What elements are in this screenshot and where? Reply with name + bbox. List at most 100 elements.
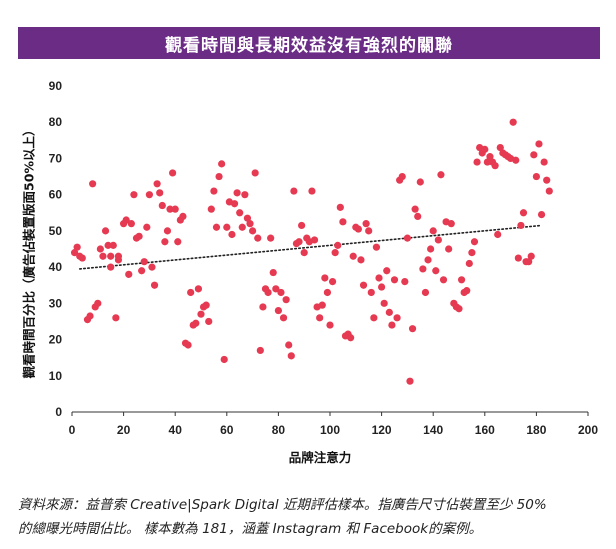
data-point xyxy=(310,236,319,244)
data-point xyxy=(339,218,347,226)
data-point xyxy=(494,230,502,239)
data-point xyxy=(192,319,200,327)
data-point xyxy=(393,314,401,322)
data-point xyxy=(220,355,228,364)
data-point xyxy=(99,252,107,260)
data-point xyxy=(156,189,164,197)
data-point xyxy=(388,321,396,329)
data-point xyxy=(372,243,381,251)
data-point xyxy=(496,143,504,152)
data-point xyxy=(282,296,290,304)
data-point xyxy=(215,172,223,181)
data-point xyxy=(251,169,259,177)
data-point xyxy=(122,216,130,224)
data-point xyxy=(408,325,417,333)
data-point xyxy=(259,303,267,311)
data-point xyxy=(514,254,522,262)
data-point xyxy=(401,278,409,286)
data-point xyxy=(228,230,236,239)
data-point xyxy=(125,270,133,278)
data-point xyxy=(473,158,481,166)
data-point xyxy=(375,274,383,282)
data-point xyxy=(96,245,104,253)
data-point xyxy=(336,203,344,211)
x-tick-label: 20 xyxy=(117,423,131,437)
data-point xyxy=(287,352,295,360)
y-tick-label: 20 xyxy=(49,333,63,347)
data-point xyxy=(403,234,411,242)
x-tick-label: 160 xyxy=(475,423,495,437)
data-point xyxy=(254,234,262,242)
data-point xyxy=(414,212,422,220)
data-point xyxy=(483,158,491,166)
y-tick-label: 40 xyxy=(49,260,63,274)
data-point xyxy=(354,225,362,233)
data-point xyxy=(127,220,135,228)
data-point xyxy=(210,187,218,195)
y-axis-ticks: 0 10 20 30 40 50 60 70 80 90 xyxy=(49,79,63,419)
data-point xyxy=(527,252,535,260)
data-point xyxy=(367,288,375,297)
y-tick-label: 80 xyxy=(49,115,63,129)
data-point xyxy=(316,314,324,322)
data-point xyxy=(398,172,406,181)
data-point xyxy=(486,153,494,161)
data-point xyxy=(447,220,455,228)
x-tick-label: 60 xyxy=(220,423,234,437)
data-point xyxy=(197,310,205,318)
footnote-line-1: 資料來源：益普索 Creative|Spark Digital 近期評估樣本。指… xyxy=(18,497,547,513)
scatter-chart: 0 10 20 30 40 50 60 70 80 90 0 20 40 60 80 100 120 140 16… xyxy=(22,79,599,465)
data-point xyxy=(230,200,239,208)
data-point xyxy=(187,288,195,297)
data-point xyxy=(109,241,117,249)
data-point xyxy=(138,267,146,275)
data-point xyxy=(481,145,489,153)
data-point xyxy=(161,238,169,246)
data-point xyxy=(432,267,440,275)
data-point xyxy=(380,299,388,307)
data-point xyxy=(416,178,424,186)
data-point xyxy=(207,205,215,213)
data-point xyxy=(78,254,86,262)
y-tick-label: 0 xyxy=(55,405,62,419)
data-point xyxy=(326,321,334,329)
data-point xyxy=(143,223,151,231)
data-point xyxy=(457,276,466,284)
data-point xyxy=(238,223,246,231)
x-tick-label: 200 xyxy=(578,423,598,437)
data-point xyxy=(89,180,97,188)
data-point xyxy=(334,241,342,249)
data-point xyxy=(241,191,249,199)
data-point xyxy=(194,285,203,293)
data-point xyxy=(107,252,115,260)
data-point xyxy=(70,249,79,257)
data-point xyxy=(318,301,326,309)
y-tick-label: 50 xyxy=(49,224,63,238)
data-point xyxy=(274,306,282,315)
data-point xyxy=(437,171,445,179)
data-point xyxy=(277,288,285,297)
data-point xyxy=(308,187,316,195)
y-tick-label: 60 xyxy=(49,188,63,202)
data-point xyxy=(73,243,81,251)
data-point xyxy=(114,252,123,260)
data-point xyxy=(140,258,148,266)
data-point xyxy=(445,245,453,253)
data-point xyxy=(537,210,546,219)
data-point xyxy=(171,205,179,213)
data-point xyxy=(285,341,293,349)
data-point xyxy=(279,314,288,322)
source-footnote: 資料來源：益普索 Creative|Spark Digital 近期評估樣本。指… xyxy=(18,493,608,541)
data-point xyxy=(218,160,226,168)
data-point xyxy=(463,287,471,295)
data-point xyxy=(148,263,156,271)
chart-title-banner: 觀看時間與長期效益沒有強烈的關聯 xyxy=(18,27,600,59)
data-point xyxy=(434,236,442,244)
data-point xyxy=(264,288,272,297)
data-point xyxy=(491,162,499,170)
data-point xyxy=(406,377,414,385)
data-point xyxy=(365,227,373,235)
y-tick-label: 30 xyxy=(49,296,63,310)
data-point xyxy=(174,238,182,246)
data-point xyxy=(300,249,308,257)
